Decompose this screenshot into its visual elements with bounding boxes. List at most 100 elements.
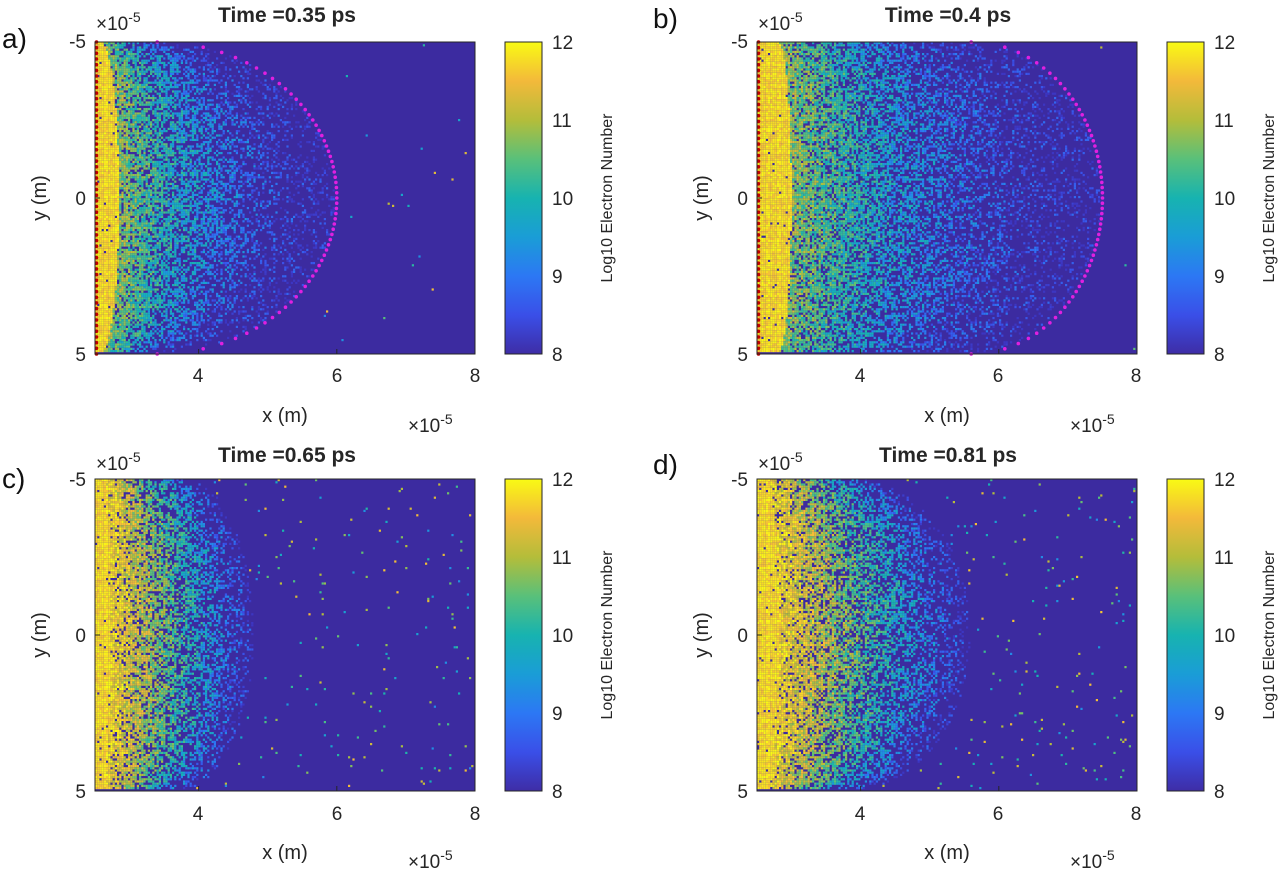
heatmap-cell (191, 220, 194, 223)
heatmap-cell (172, 72, 175, 75)
heatmap-cell (143, 251, 146, 254)
heatmap-cell (134, 116, 137, 119)
heatmap-cell (110, 134, 113, 137)
heatmap-cell (187, 86, 190, 89)
heatmap-cell (185, 108, 188, 111)
heatmap-cell (158, 152, 161, 155)
heatmap-cell (101, 79, 104, 82)
heatmap-cell (123, 83, 126, 86)
heatmap-cell (299, 220, 302, 223)
heatmap-cell (194, 77, 197, 80)
heatmap-cell (301, 174, 304, 177)
heatmap-cell (99, 211, 102, 214)
heatmap-cell (198, 92, 201, 95)
heatmap-cell (132, 218, 135, 221)
heatmap-cell (103, 114, 106, 117)
heatmap-cell (97, 90, 100, 93)
heatmap-cell (106, 141, 109, 144)
heatmap-cell (246, 141, 249, 144)
heatmap-cell (152, 174, 155, 177)
heatmap-cell (117, 72, 120, 75)
heatmap-cell (106, 200, 109, 203)
heatmap-cell (154, 68, 157, 71)
heatmap-cell (139, 253, 142, 256)
heatmap-cell (315, 235, 318, 238)
heatmap-cell (172, 130, 175, 133)
heatmap-cell (332, 198, 335, 201)
heatmap-cell (176, 174, 179, 177)
heatmap-cell (139, 132, 142, 135)
heatmap-cell (290, 200, 293, 203)
heatmap-cell (209, 163, 212, 166)
heatmap-cell (213, 189, 216, 192)
heatmap-cell (288, 125, 291, 128)
heatmap-cell (178, 130, 181, 133)
heatmap-cell (240, 196, 243, 199)
heatmap-cell (233, 255, 236, 258)
heatmap-cell (271, 112, 274, 115)
heatmap-cell (106, 207, 109, 210)
heatmap-cell (161, 253, 164, 256)
heatmap-cell (169, 70, 172, 73)
heatmap-cell (191, 224, 194, 227)
heatmap-cell (218, 70, 221, 73)
heatmap-cell (108, 255, 111, 258)
heatmap-cell (154, 163, 157, 166)
heatmap-cell (273, 253, 276, 256)
heatmap-cell (108, 94, 111, 97)
heatmap-cell (257, 158, 260, 161)
heatmap-cell (95, 105, 98, 108)
heatmap-cell (189, 178, 192, 181)
heatmap-cell (112, 72, 115, 75)
heatmap-cell (117, 244, 120, 247)
heatmap-cell (178, 123, 181, 126)
heatmap-cell (207, 200, 210, 203)
heatmap-cell (125, 50, 128, 53)
heatmap-cell (106, 182, 109, 185)
heatmap-cell (194, 163, 197, 166)
heatmap-cell (121, 240, 124, 243)
heatmap-cell (251, 185, 254, 188)
heatmap-cell (253, 244, 256, 247)
heatmap-cell (114, 143, 117, 146)
heatmap-cell (101, 242, 104, 245)
heatmap-cell (176, 92, 179, 95)
heatmap-cell (117, 253, 120, 256)
heatmap-cell (130, 66, 133, 69)
heatmap-cell (240, 123, 243, 126)
heatmap-cell (150, 86, 153, 89)
heatmap-cell (139, 103, 142, 106)
heatmap-cell (125, 209, 128, 212)
heatmap-cell (275, 88, 278, 91)
heatmap-cell (141, 83, 144, 86)
heatmap-cell (315, 171, 318, 174)
heatmap-cell (301, 204, 304, 207)
heatmap-cell (134, 130, 137, 133)
heatmap-cell (209, 180, 212, 183)
heatmap-cell (255, 242, 258, 245)
heatmap-cell (150, 160, 153, 163)
heatmap-cell (286, 145, 289, 148)
heatmap-cell (134, 185, 137, 188)
heatmap-cell (176, 198, 179, 201)
heatmap-cell (103, 42, 106, 45)
heatmap-cell (130, 220, 133, 223)
heatmap-cell (147, 255, 150, 258)
heatmap-cell (211, 145, 214, 148)
heatmap-cell (196, 134, 199, 137)
heatmap-cell (235, 200, 238, 203)
heatmap-cell (110, 187, 113, 190)
heatmap-cell (189, 90, 192, 93)
heatmap-cell (161, 101, 164, 104)
heatmap-cell (249, 105, 252, 108)
heatmap-cell (161, 105, 164, 108)
heatmap-cell (156, 99, 159, 102)
heatmap-cell (147, 251, 150, 254)
heatmap-cell (147, 114, 150, 117)
heatmap-cell (112, 235, 115, 238)
heatmap-cell (123, 138, 126, 141)
heatmap-cell (117, 233, 120, 236)
heatmap-cell (158, 193, 161, 196)
heatmap-cell (95, 248, 98, 251)
heatmap-cell (110, 64, 113, 67)
